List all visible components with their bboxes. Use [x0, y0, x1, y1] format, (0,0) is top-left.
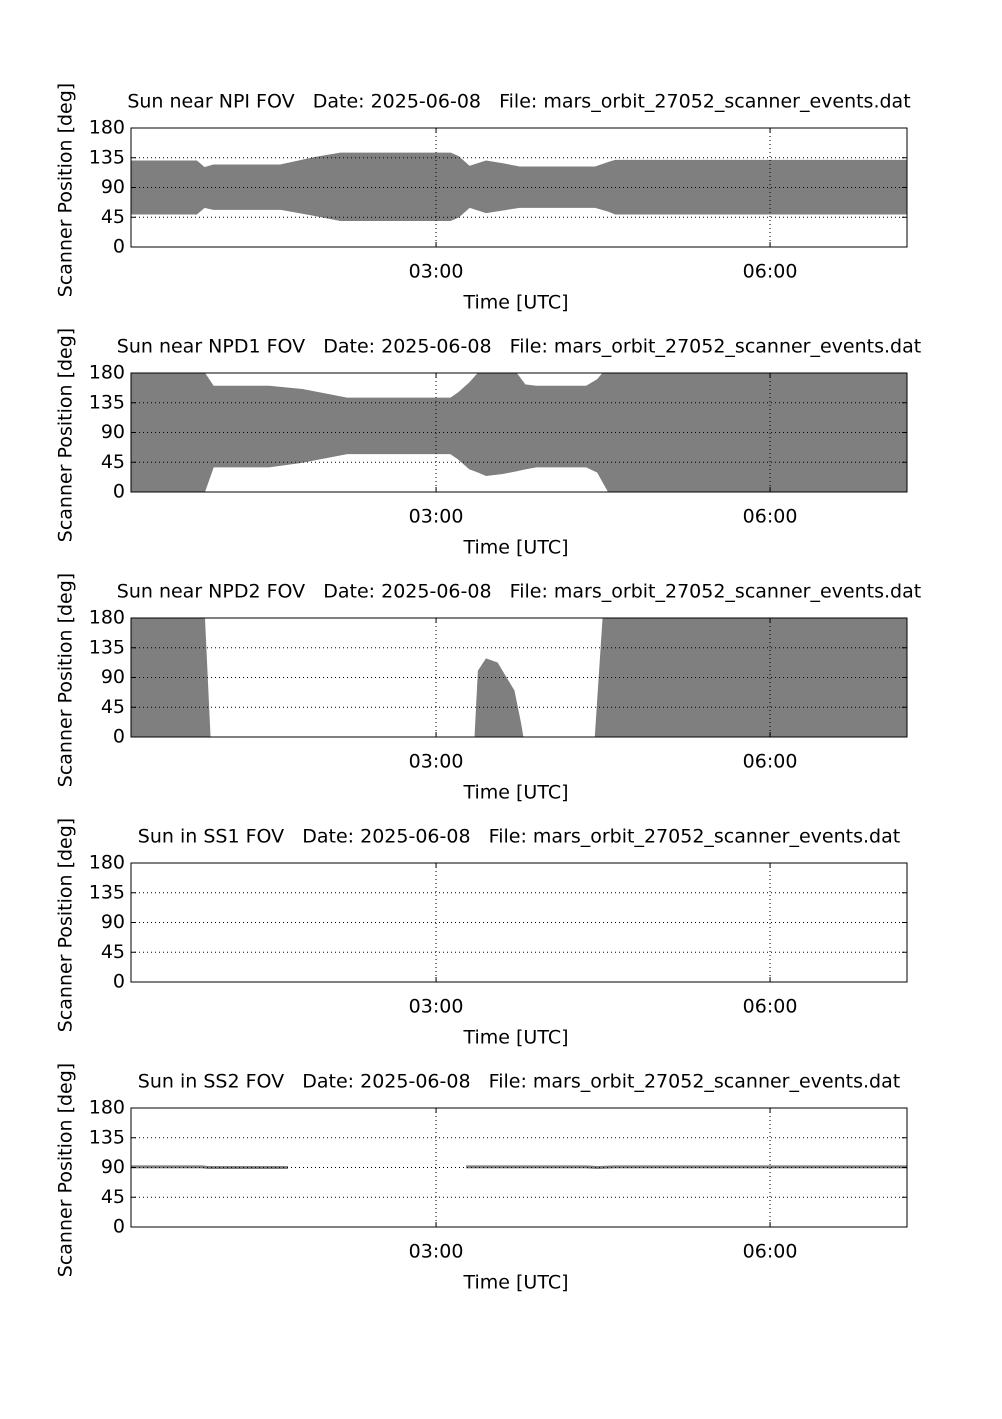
y-tick-label: 90 [101, 421, 125, 443]
x-tick-label: 03:00 [409, 261, 464, 283]
x-tick-label: 06:00 [743, 996, 798, 1018]
y-tick-label: 45 [101, 206, 125, 228]
band-area [474, 658, 524, 738]
y-axis-label: Scanner Position [deg] [55, 83, 77, 297]
y-tick-label: 0 [113, 1216, 125, 1238]
x-tick-label: 03:00 [409, 506, 464, 528]
y-tick-label: 90 [101, 911, 125, 933]
x-tick-label: 03:00 [409, 751, 464, 773]
x-tick-label: 06:00 [743, 506, 798, 528]
y-tick-label: 0 [113, 481, 125, 503]
chart-title: Sun near NPI FOV Date: 2025-06-08 File: … [127, 91, 910, 113]
y-tick-label: 0 [113, 726, 125, 748]
band-area [130, 152, 908, 222]
chart-title: Sun near NPD1 FOV Date: 2025-06-08 File:… [117, 336, 921, 358]
y-tick-label: 180 [89, 607, 125, 629]
y-tick-label: 90 [101, 666, 125, 688]
y-axis-label: Scanner Position [deg] [55, 573, 77, 787]
x-tick-label: 06:00 [743, 751, 798, 773]
y-tick-label: 45 [101, 451, 125, 473]
y-tick-label: 0 [113, 236, 125, 258]
y-tick-label: 90 [101, 1156, 125, 1178]
y-tick-label: 45 [101, 1186, 125, 1208]
y-tick-label: 180 [89, 852, 125, 874]
chart-title: Sun near NPD2 FOV Date: 2025-06-08 File:… [117, 581, 921, 603]
x-tick-label: 06:00 [743, 1241, 798, 1263]
x-tick-label: 06:00 [743, 261, 798, 283]
band-area [130, 617, 211, 738]
y-tick-label: 45 [101, 941, 125, 963]
x-tick-label: 03:00 [409, 1241, 464, 1263]
y-tick-label: 180 [89, 117, 125, 139]
y-tick-label: 135 [89, 146, 125, 168]
x-axis-label: Time [UTC] [462, 537, 568, 559]
y-axis-label: Scanner Position [deg] [55, 818, 77, 1032]
y-tick-label: 0 [113, 971, 125, 993]
y-tick-label: 135 [89, 1126, 125, 1148]
y-axis-label: Scanner Position [deg] [55, 328, 77, 542]
y-tick-label: 180 [89, 362, 125, 384]
y-axis-label: Scanner Position [deg] [55, 1063, 77, 1277]
y-tick-label: 135 [89, 391, 125, 413]
chart-title: Sun in SS1 FOV Date: 2025-06-08 File: ma… [138, 826, 900, 848]
x-tick-label: 03:00 [409, 996, 464, 1018]
y-tick-label: 135 [89, 881, 125, 903]
axes-frame [130, 1107, 908, 1228]
axes-frame [130, 617, 908, 738]
axes-frame [130, 862, 908, 983]
x-axis-label: Time [UTC] [462, 1027, 568, 1049]
chart-title: Sun in SS2 FOV Date: 2025-06-08 File: ma… [138, 1071, 900, 1093]
axes-frame [130, 372, 908, 493]
axes-frame [130, 127, 908, 248]
y-tick-label: 45 [101, 696, 125, 718]
x-axis-label: Time [UTC] [462, 1272, 568, 1294]
y-tick-label: 135 [89, 636, 125, 658]
x-axis-label: Time [UTC] [462, 782, 568, 804]
x-axis-label: Time [UTC] [462, 292, 568, 314]
y-tick-label: 180 [89, 1097, 125, 1119]
y-tick-label: 90 [101, 176, 125, 198]
